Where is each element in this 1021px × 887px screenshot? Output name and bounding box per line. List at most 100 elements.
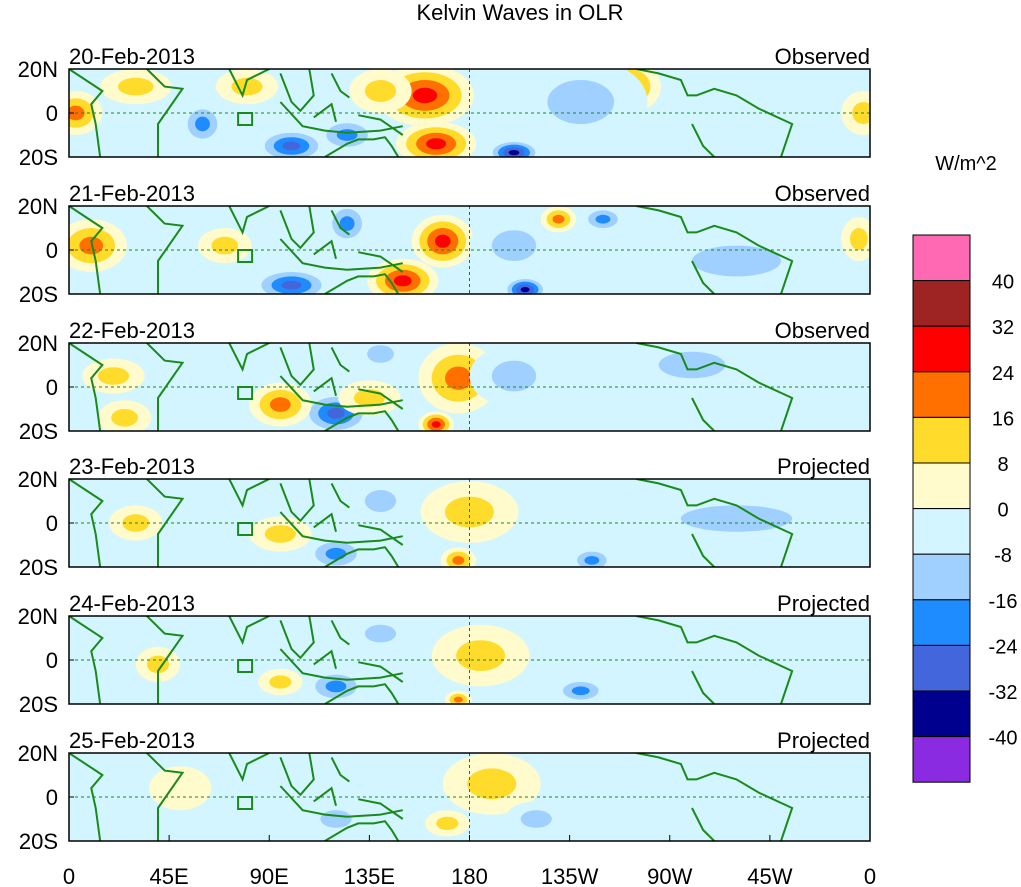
coastline [228, 753, 270, 783]
y-tick-label: 0 [46, 101, 58, 126]
coastline [358, 524, 404, 546]
panel-type: Observed [775, 44, 870, 69]
panel-date: 24-Feb-2013 [69, 591, 195, 616]
olr-anomaly-contour [364, 624, 397, 643]
y-tick-label: 0 [46, 375, 58, 400]
units-label: W/m^2 [935, 153, 997, 175]
coastline [146, 753, 185, 841]
olr-anomaly-contour [445, 366, 472, 390]
coastline [228, 616, 270, 646]
coastline [279, 648, 403, 681]
y-tick-label: 20N [18, 57, 58, 82]
olr-anomaly-contour [269, 675, 292, 689]
colorbar-label: -40 [989, 728, 1018, 750]
coastline [330, 619, 350, 646]
olr-anomaly-contour [426, 138, 447, 150]
olr-anomaly-contour [325, 680, 347, 693]
coastline [324, 410, 400, 431]
coastline [324, 136, 400, 157]
coastline [691, 397, 715, 431]
map-panel: 20-Feb-2013 Observed 20N 0 20S [18, 44, 871, 170]
coastline [313, 239, 337, 260]
coastline [358, 114, 404, 136]
x-tick-label: 90W [647, 864, 692, 887]
y-tick-label: 20N [18, 467, 58, 492]
coastline [636, 343, 794, 431]
coastline [636, 753, 794, 841]
coastline [358, 251, 404, 273]
coastline [69, 69, 104, 157]
coastline [146, 616, 185, 704]
olr-anomaly-contour [491, 360, 537, 392]
coastline [69, 479, 104, 567]
y-tick-label: 20S [19, 419, 58, 444]
y-tick-label: 20S [19, 829, 58, 854]
olr-anomaly-contour [680, 505, 793, 532]
x-tick-label: 0 [63, 864, 75, 887]
y-tick-label: 20S [19, 555, 58, 580]
olr-anomaly-contour [97, 367, 130, 385]
olr-anomaly-contour [520, 286, 530, 293]
coastline [146, 69, 185, 157]
olr-anomaly-contour [658, 351, 726, 379]
coastline [324, 546, 400, 567]
olr-anomaly-contour [264, 525, 296, 543]
x-tick-label: 135E [344, 864, 395, 887]
coastline [279, 479, 315, 523]
panel-date: 20-Feb-2013 [69, 44, 195, 69]
y-tick-label: 0 [46, 511, 58, 536]
x-tick-label: 45W [747, 864, 792, 887]
coastline [636, 69, 794, 157]
colorbar-swatch [912, 462, 971, 510]
olr-anomaly-contour [547, 80, 615, 124]
olr-anomaly-contour [364, 490, 397, 512]
coastline [279, 753, 315, 797]
coastline [69, 616, 104, 704]
region-box [237, 522, 254, 536]
olr-anomaly-contour [282, 141, 301, 151]
coastline [279, 785, 403, 818]
coastline [636, 479, 794, 567]
region-box [237, 249, 254, 263]
olr-anomaly-contour [435, 234, 451, 248]
olr-anomaly-contour [146, 655, 170, 674]
olr-anomaly-contour [467, 768, 517, 800]
coastline [279, 616, 315, 660]
colorbar-swatch [912, 371, 971, 418]
region-box [237, 796, 254, 810]
olr-anomaly-contour [849, 228, 868, 250]
olr-anomaly-contour [367, 345, 394, 363]
coastline [228, 343, 270, 373]
coastline [69, 206, 104, 294]
coastline [324, 683, 400, 704]
panel-date: 25-Feb-2013 [69, 728, 195, 753]
coastline [691, 670, 715, 704]
olr-anomaly-contour [327, 407, 345, 419]
colorbar-label: 32 [992, 317, 1014, 339]
panel-type: Observed [775, 318, 870, 343]
colorbar-swatch [912, 553, 971, 601]
olr-anomaly-contour [339, 216, 355, 231]
x-tick-label: 135W [541, 864, 599, 887]
region-box [237, 386, 254, 400]
coastline [636, 206, 794, 294]
olr-anomaly-contour [117, 77, 154, 96]
olr-anomaly-contour [520, 810, 552, 828]
olr-anomaly-contour [320, 810, 352, 828]
olr-anomaly-contour [456, 640, 506, 671]
map-panel: 23-Feb-2013 Projected 20N 0 20S [18, 454, 871, 580]
olr-anomaly-contour [584, 556, 600, 565]
olr-anomaly-contour [436, 816, 459, 831]
coastline [279, 206, 315, 250]
chart-title: Kelvin Waves in OLR [416, 0, 623, 25]
coastline [279, 69, 315, 113]
colorbar-label: -16 [989, 591, 1018, 613]
colorbar-label: 8 [997, 454, 1008, 476]
y-tick-label: 20S [19, 282, 58, 307]
olr-anomaly-contour [393, 275, 412, 287]
olr-anomaly-contour [195, 116, 210, 132]
x-tick-label: 180 [451, 864, 488, 887]
coastline [358, 798, 404, 820]
